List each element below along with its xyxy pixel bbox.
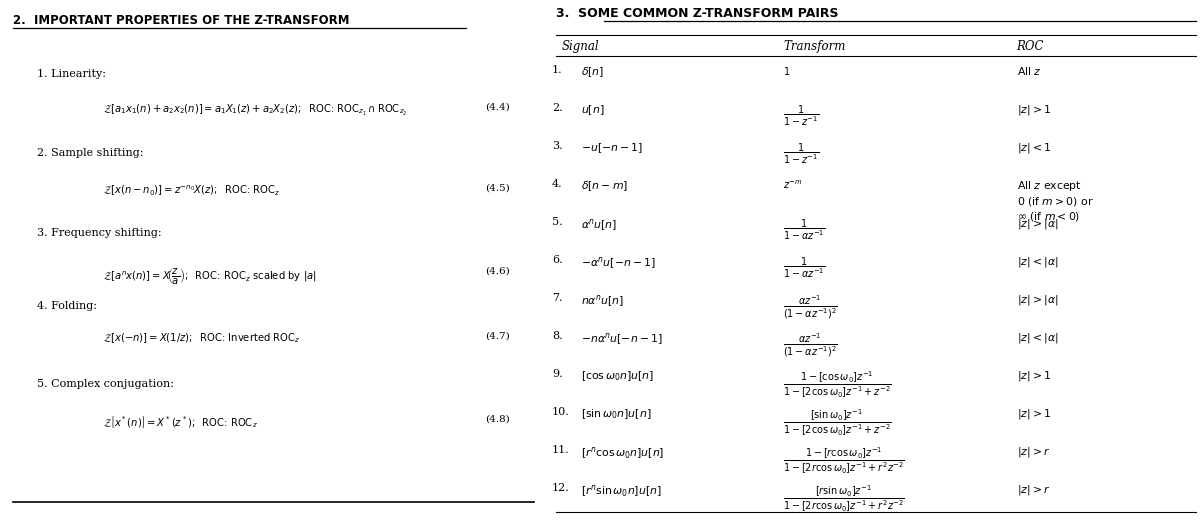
Text: 4. Folding:: 4. Folding: <box>37 301 97 311</box>
Text: 5.: 5. <box>552 217 563 227</box>
Text: (4.7): (4.7) <box>486 331 510 340</box>
Text: $\text{0 (if }m>0\text{) or}$: $\text{0 (if }m>0\text{) or}$ <box>1016 195 1093 208</box>
Text: (4.6): (4.6) <box>486 266 510 275</box>
Text: $n\alpha^nu[n]$: $n\alpha^nu[n]$ <box>581 293 624 309</box>
Text: $z^{-m}$: $z^{-m}$ <box>784 179 803 191</box>
Text: $|z|>1$: $|z|>1$ <box>1016 407 1051 421</box>
Text: $\mathcal{Z}\left[x(-n)\right]=X(1/z);\;\;\text{ROC: Inverted ROC}_z$: $\mathcal{Z}\left[x(-n)\right]=X(1/z);\;… <box>103 331 301 345</box>
Text: $\dfrac{1-[r\cos\omega_0]z^{-1}}{1-[2r\cos\omega_0]z^{-1}+r^2z^{-2}}$: $\dfrac{1-[r\cos\omega_0]z^{-1}}{1-[2r\c… <box>784 445 905 476</box>
Text: $|z|<|\alpha|$: $|z|<|\alpha|$ <box>1016 331 1058 345</box>
Text: $\dfrac{[\sin\omega_0]z^{-1}}{1-[2\cos\omega_0]z^{-1}+z^{-2}}$: $\dfrac{[\sin\omega_0]z^{-1}}{1-[2\cos\o… <box>784 407 892 438</box>
Text: 8.: 8. <box>552 331 563 341</box>
Text: (4.5): (4.5) <box>486 184 510 193</box>
Text: $|z|>|\alpha|$: $|z|>|\alpha|$ <box>1016 217 1058 231</box>
Text: 7.: 7. <box>552 293 563 303</box>
Text: $|z|>r$: $|z|>r$ <box>1016 445 1050 460</box>
Text: 10.: 10. <box>552 407 570 417</box>
Text: $\infty\text{ (if }m<0\text{)}$: $\infty\text{ (if }m<0\text{)}$ <box>1016 210 1080 223</box>
Text: 2.: 2. <box>552 103 563 113</box>
Text: $\dfrac{\alpha z^{-1}}{(1-\alpha z^{-1})^2}$: $\dfrac{\alpha z^{-1}}{(1-\alpha z^{-1})… <box>784 331 838 359</box>
Text: $-\alpha^nu[-n-1]$: $-\alpha^nu[-n-1]$ <box>581 255 655 271</box>
Text: 1.: 1. <box>552 65 563 75</box>
Text: $\mathcal{Z}\left[a_1x_1(n)+a_2x_2(n)\right]=a_1X_1(z)+a_2X_2(z);\;\;\text{ROC: : $\mathcal{Z}\left[a_1x_1(n)+a_2x_2(n)\ri… <box>103 103 408 118</box>
Text: $\text{All }z\text{ except}$: $\text{All }z\text{ except}$ <box>1016 179 1081 193</box>
Text: $\text{All }z$: $\text{All }z$ <box>1016 65 1042 77</box>
Text: $\mathcal{Z}\left[x^*(n)\right]=X^*(z^*);\;\;\text{ROC: ROC}_z$: $\mathcal{Z}\left[x^*(n)\right]=X^*(z^*)… <box>103 414 258 430</box>
Text: $\dfrac{\alpha z^{-1}}{(1-\alpha z^{-1})^2}$: $\dfrac{\alpha z^{-1}}{(1-\alpha z^{-1})… <box>784 293 838 321</box>
Text: $[r^n\cos\omega_0 n]u[n]$: $[r^n\cos\omega_0 n]u[n]$ <box>581 445 664 461</box>
Text: 3.: 3. <box>552 141 563 151</box>
Text: (4.8): (4.8) <box>486 414 510 423</box>
Text: $\mathcal{Z}\left[x(n-n_0)\right]=z^{-n_0}X(z);\;\;\text{ROC: ROC}_z$: $\mathcal{Z}\left[x(n-n_0)\right]=z^{-n_… <box>103 184 281 198</box>
Text: $|z|<|\alpha|$: $|z|<|\alpha|$ <box>1016 255 1058 269</box>
Text: $\dfrac{1}{1-z^{-1}}$: $\dfrac{1}{1-z^{-1}}$ <box>784 103 820 128</box>
Text: $\dfrac{1-[\cos\omega_0]z^{-1}}{1-[2\cos\omega_0]z^{-1}+z^{-2}}$: $\dfrac{1-[\cos\omega_0]z^{-1}}{1-[2\cos… <box>784 369 892 400</box>
Text: $-u[-n-1]$: $-u[-n-1]$ <box>581 141 643 155</box>
Text: (4.4): (4.4) <box>486 103 510 112</box>
Text: 9.: 9. <box>552 369 563 379</box>
Text: $\mathcal{Z}\left[a^nx(n)\right]=X\!\left(\dfrac{z}{a}\right);\;\;\text{ROC: ROC: $\mathcal{Z}\left[a^nx(n)\right]=X\!\lef… <box>103 266 317 286</box>
Text: $[r^n\sin\omega_0 n]u[n]$: $[r^n\sin\omega_0 n]u[n]$ <box>581 483 661 499</box>
Text: 5. Complex conjugation:: 5. Complex conjugation: <box>37 379 174 389</box>
Text: 2. Sample shifting:: 2. Sample shifting: <box>37 148 144 158</box>
Text: 3.  SOME COMMON Z-TRANSFORM PAIRS: 3. SOME COMMON Z-TRANSFORM PAIRS <box>556 7 839 19</box>
Text: $[\sin\omega_0 n]u[n]$: $[\sin\omega_0 n]u[n]$ <box>581 407 652 421</box>
Text: $1$: $1$ <box>784 65 791 77</box>
Text: 6.: 6. <box>552 255 563 265</box>
Text: 12.: 12. <box>552 483 570 493</box>
Text: $|z|<1$: $|z|<1$ <box>1016 141 1051 155</box>
Text: $\alpha^nu[n]$: $\alpha^nu[n]$ <box>581 217 617 233</box>
Text: $\dfrac{1}{1-\alpha z^{-1}}$: $\dfrac{1}{1-\alpha z^{-1}}$ <box>784 217 826 242</box>
Text: Transform: Transform <box>784 40 846 53</box>
Text: $|z|>1$: $|z|>1$ <box>1016 369 1051 383</box>
Text: Signal: Signal <box>562 40 599 53</box>
Text: $\dfrac{[r\sin\omega_0]z^{-1}}{1-[2r\cos\omega_0]z^{-1}+r^2z^{-2}}$: $\dfrac{[r\sin\omega_0]z^{-1}}{1-[2r\cos… <box>784 483 905 514</box>
Text: $|z|>r$: $|z|>r$ <box>1016 483 1050 497</box>
Text: 4.: 4. <box>552 179 563 189</box>
Text: $|z|>1$: $|z|>1$ <box>1016 103 1051 117</box>
Text: $\dfrac{1}{1-\alpha z^{-1}}$: $\dfrac{1}{1-\alpha z^{-1}}$ <box>784 255 826 280</box>
Text: $-n\alpha^nu[-n-1]$: $-n\alpha^nu[-n-1]$ <box>581 331 662 347</box>
Text: $\delta[n-m]$: $\delta[n-m]$ <box>581 179 628 193</box>
Text: 2.  IMPORTANT PROPERTIES OF THE Z-TRANSFORM: 2. IMPORTANT PROPERTIES OF THE Z-TRANSFO… <box>13 15 350 27</box>
Text: 1. Linearity:: 1. Linearity: <box>37 69 107 79</box>
Text: ROC: ROC <box>1016 40 1044 53</box>
Text: 3. Frequency shifting:: 3. Frequency shifting: <box>37 228 162 238</box>
Text: $\dfrac{1}{1-z^{-1}}$: $\dfrac{1}{1-z^{-1}}$ <box>784 141 820 166</box>
Text: 11.: 11. <box>552 445 570 455</box>
Text: $|z|>|\alpha|$: $|z|>|\alpha|$ <box>1016 293 1058 307</box>
Text: $\delta[n]$: $\delta[n]$ <box>581 65 604 79</box>
Text: $u[n]$: $u[n]$ <box>581 103 605 117</box>
Text: $[\cos\omega_0 n]u[n]$: $[\cos\omega_0 n]u[n]$ <box>581 369 654 383</box>
